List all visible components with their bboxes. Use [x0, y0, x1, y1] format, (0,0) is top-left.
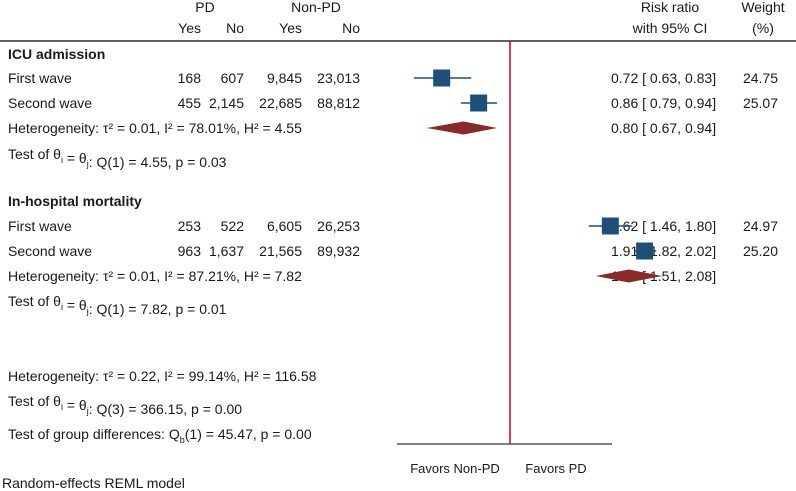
- pooled-diamond: [595, 269, 663, 283]
- pd-no-value: 2,145: [209, 95, 244, 111]
- pd-no-value: 1,637: [209, 243, 244, 259]
- forest-marks: [413, 41, 663, 444]
- pooled-diamond: [426, 121, 498, 135]
- header-pd-no: No: [226, 20, 244, 36]
- npd-yes-value: 21,565: [259, 243, 302, 259]
- x-label-favors-non-pd: Favors Non-PD: [410, 461, 500, 476]
- header-rr-line1: Risk ratio: [641, 0, 700, 15]
- group-difference-test: Test of group differences: Qb(1) = 45.47…: [8, 426, 312, 445]
- header-weight-line1: Weight: [741, 0, 784, 15]
- study-label: Second wave: [8, 95, 92, 111]
- risk-ratio-text: 1.62 [ 1.46, 1.80]: [611, 218, 716, 234]
- point-estimate-square: [470, 94, 488, 112]
- overall-heterogeneity: Heterogeneity: τ² = 0.22, I² = 99.14%, H…: [8, 368, 317, 384]
- study-row-mortality-first: First wave 253 522 6,605 26,253 1.62 [ 1…: [8, 218, 778, 234]
- header-rr-line2: with 95% CI: [632, 20, 708, 36]
- study-row-icu-first: First wave 168 607 9,845 23,013 0.72 [ 0…: [8, 70, 778, 86]
- study-row-mortality-second: Second wave 963 1,637 21,565 89,932 1.91…: [8, 243, 778, 259]
- npd-no-value: 89,932: [317, 243, 360, 259]
- test-mortality: Test of θi = θj: Q(1) = 7.82, p = 0.01: [8, 293, 227, 317]
- point-estimate-square: [636, 242, 654, 260]
- npd-no-value: 26,253: [317, 218, 360, 234]
- overall-test: Test of θi = θj: Q(3) = 366.15, p = 0.00: [8, 393, 242, 417]
- study-label: Second wave: [8, 243, 92, 259]
- study-label: First wave: [8, 70, 72, 86]
- npd-yes-value: 6,605: [267, 218, 302, 234]
- heterogeneity-mortality: Heterogeneity: τ² = 0.01, I² = 87.21%, H…: [8, 268, 302, 284]
- x-label-favors-pd: Favors PD: [525, 461, 586, 476]
- study-label: First wave: [8, 218, 72, 234]
- weight-value: 24.97: [743, 218, 778, 234]
- point-estimate-square: [601, 217, 619, 235]
- header-npd-no: No: [342, 20, 360, 36]
- header-weight-line2: (%): [752, 20, 774, 36]
- pd-no-value: 607: [221, 70, 245, 86]
- weight-value: 24.75: [743, 70, 778, 86]
- heterogeneity-icu: Heterogeneity: τ² = 0.01, I² = 78.01%, H…: [8, 120, 302, 136]
- header-pd: PD: [195, 0, 214, 15]
- weight-value: 25.07: [743, 95, 778, 111]
- risk-ratio-text: 0.72 [ 0.63, 0.83]: [611, 70, 716, 86]
- study-row-icu-second: Second wave 455 2,145 22,685 88,812 0.86…: [8, 95, 778, 111]
- risk-ratio-text: 1.91 [ 1.82, 2.02]: [611, 243, 716, 259]
- npd-yes-value: 22,685: [259, 95, 302, 111]
- pd-yes-value: 455: [178, 95, 202, 111]
- npd-no-value: 88,812: [317, 95, 360, 111]
- npd-no-value: 23,013: [317, 70, 360, 86]
- pd-yes-value: 253: [178, 218, 202, 234]
- pooled-rr-icu: 0.80 [ 0.67, 0.94]: [611, 120, 716, 136]
- pd-yes-value: 963: [178, 243, 202, 259]
- footnote: Random-effects REML model: [2, 475, 185, 491]
- group-title-mortality: In-hospital mortality: [8, 193, 142, 209]
- header-pd-yes: Yes: [178, 20, 201, 36]
- npd-yes-value: 9,845: [267, 70, 302, 86]
- risk-ratio-text: 0.86 [ 0.79, 0.94]: [611, 95, 716, 111]
- point-estimate-square: [433, 69, 451, 87]
- test-icu: Test of θi = θj: Q(1) = 4.55, p = 0.03: [8, 146, 227, 170]
- group-title-icu: ICU admission: [8, 46, 105, 62]
- header-non-pd: Non-PD: [291, 0, 341, 15]
- weight-value: 25.20: [743, 243, 778, 259]
- pd-yes-value: 168: [178, 70, 202, 86]
- header-npd-yes: Yes: [279, 20, 302, 36]
- pd-no-value: 522: [221, 218, 245, 234]
